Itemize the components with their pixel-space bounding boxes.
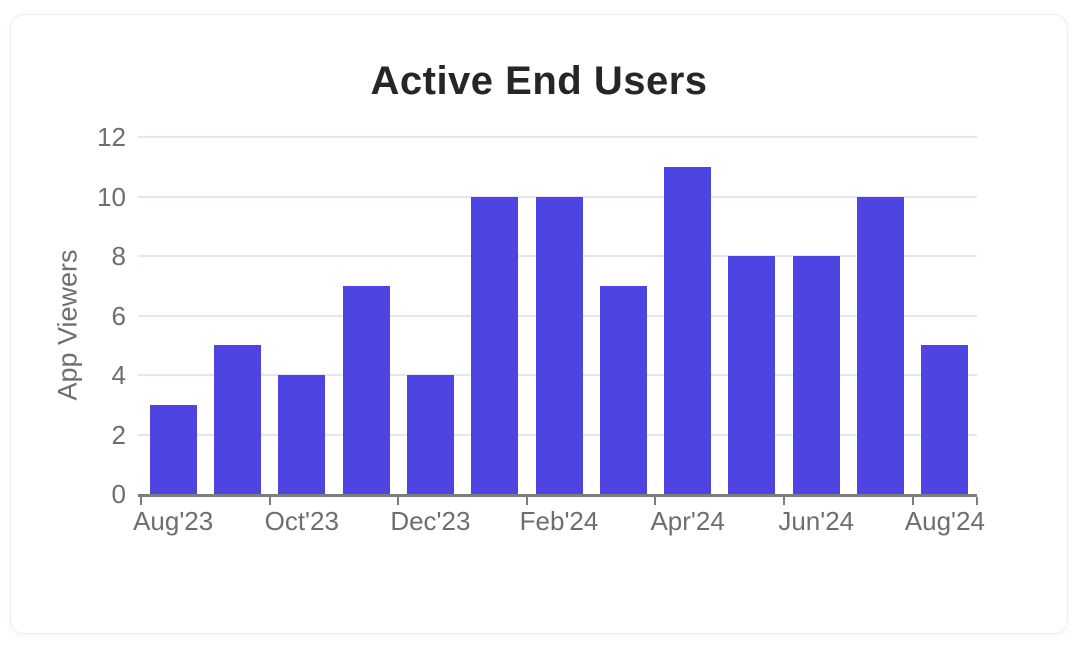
bar[interactable] — [471, 196, 519, 494]
bar[interactable] — [342, 285, 390, 494]
chart-title: Active End Users — [370, 59, 708, 103]
bar[interactable] — [278, 375, 326, 494]
bar[interactable] — [406, 375, 454, 494]
bar[interactable] — [728, 256, 776, 494]
bar[interactable] — [664, 166, 712, 494]
bar[interactable] — [599, 285, 647, 494]
bar[interactable] — [149, 404, 197, 494]
y-axis-label: App Viewers — [52, 249, 83, 401]
bar[interactable] — [857, 196, 905, 494]
bar[interactable] — [535, 196, 583, 494]
bar[interactable] — [213, 345, 261, 494]
bar[interactable] — [792, 256, 840, 494]
bar[interactable] — [921, 345, 969, 494]
